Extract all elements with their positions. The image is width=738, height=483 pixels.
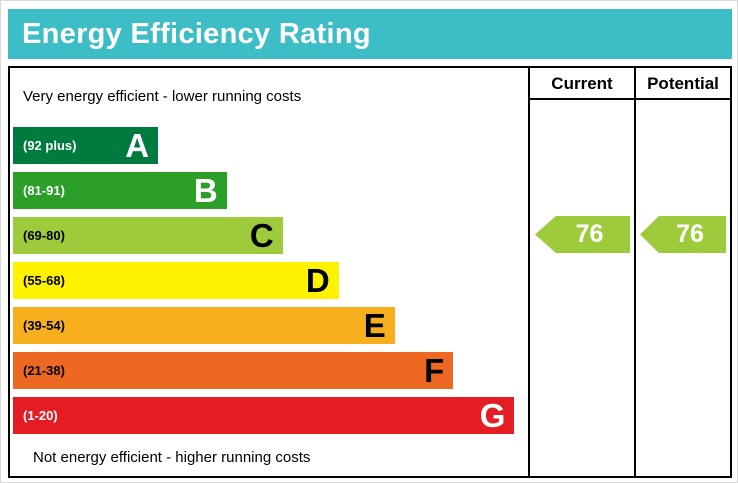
band-letter: F <box>424 352 445 389</box>
band-range-label: (1-20) <box>23 408 58 423</box>
rating-bands: (92 plus) A (81-91) B (69-80) C <box>13 127 522 434</box>
bands-column: Very energy efficient - lower running co… <box>10 68 530 476</box>
band-bar-f: (21-38) F <box>13 352 454 389</box>
potential-rating-value: 76 <box>676 220 704 248</box>
potential-column: Potential 76 <box>636 68 730 476</box>
current-column-header: Current <box>530 68 634 100</box>
band-letter: B <box>193 172 218 209</box>
band-range-label: (69-80) <box>23 228 65 243</box>
potential-column-header: Potential <box>636 68 730 100</box>
potential-rating-arrow: 76 <box>640 216 726 253</box>
band-bar-e: (39-54) E <box>13 307 395 344</box>
title-banner: Energy Efficiency Rating <box>8 9 732 59</box>
current-rating-value: 76 <box>575 220 604 248</box>
band-range-label: (92 plus) <box>23 138 77 153</box>
band-bar-c: (69-80) C <box>13 217 283 254</box>
band-row-a: (92 plus) A <box>13 127 522 164</box>
band-letter: A <box>125 127 150 164</box>
band-row-f: (21-38) F <box>13 352 522 389</box>
band-row-c: (69-80) C <box>13 217 522 254</box>
band-letter: G <box>479 397 506 434</box>
band-letter: D <box>305 262 330 299</box>
band-bar-g: (1-20) G <box>13 397 515 434</box>
band-range-label: (21-38) <box>23 363 65 378</box>
band-bar-a: (92 plus) A <box>13 127 159 164</box>
band-row-g: (1-20) G <box>13 397 522 434</box>
current-column: Current 76 <box>530 68 636 476</box>
band-range-label: (39-54) <box>23 318 65 333</box>
current-rating-arrow: 76 <box>535 216 630 253</box>
band-letter: E <box>363 307 386 344</box>
band-row-e: (39-54) E <box>13 307 522 344</box>
bottom-note: Not energy efficient - higher running co… <box>33 449 311 466</box>
band-bar-b: (81-91) B <box>13 172 227 209</box>
page-title: Energy Efficiency Rating <box>22 17 371 50</box>
band-range-label: (81-91) <box>23 183 65 198</box>
rating-table: Very energy efficient - lower running co… <box>8 66 732 478</box>
band-range-label: (55-68) <box>23 273 65 288</box>
top-note: Very energy efficient - lower running co… <box>23 88 302 105</box>
band-bar-d: (55-68) D <box>13 262 339 299</box>
band-row-d: (55-68) D <box>13 262 522 299</box>
band-letter: C <box>249 217 274 254</box>
band-row-b: (81-91) B <box>13 172 522 209</box>
